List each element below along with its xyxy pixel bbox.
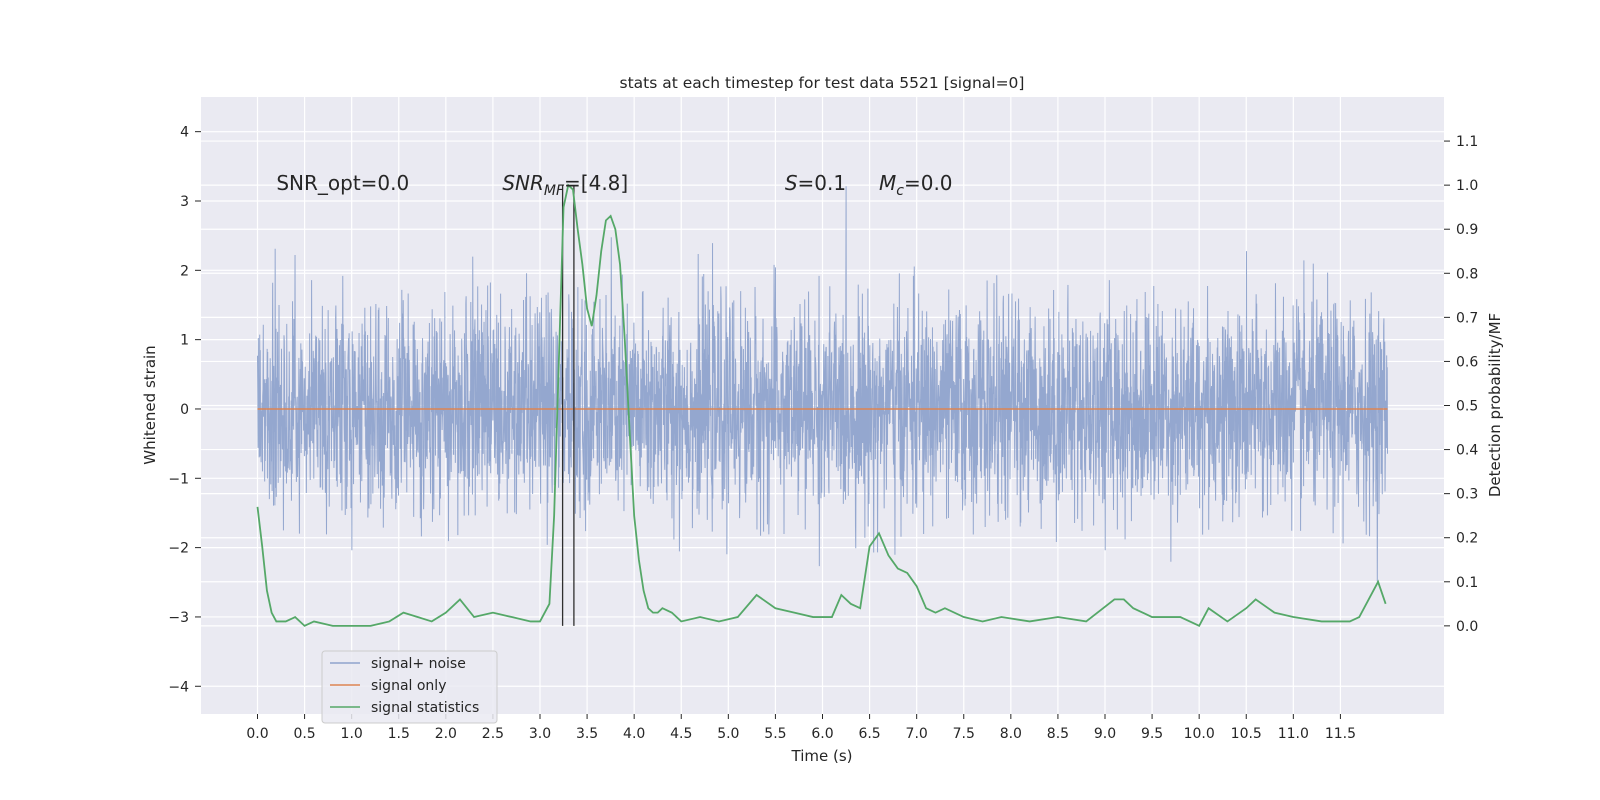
x-tick-label: 0.5 xyxy=(293,726,315,742)
y2-tick-label: 0.1 xyxy=(1456,575,1478,591)
y2-tick-label: 0.4 xyxy=(1456,443,1478,459)
x-tick-label: 1.5 xyxy=(388,726,410,742)
y2-axis-label: Detection probability/MF xyxy=(1486,313,1504,497)
x-tick-label: 8.5 xyxy=(1047,726,1069,742)
x-tick-label: 5.5 xyxy=(764,726,786,742)
annotation-main: SNR xyxy=(502,171,544,195)
x-tick-label: 10.5 xyxy=(1231,726,1262,742)
x-tick-label: 9.5 xyxy=(1141,726,1163,742)
annotation-text: Mc=0.0 xyxy=(879,171,953,199)
x-tick-label: 8.0 xyxy=(1000,726,1022,742)
y2-tick-label: 0.8 xyxy=(1456,266,1478,282)
x-tick-label: 11.5 xyxy=(1325,726,1356,742)
annotation-subscript: MF xyxy=(544,183,565,199)
annotation-main: M xyxy=(879,171,896,195)
y-tick-label: −1 xyxy=(168,471,189,487)
legend-box xyxy=(321,650,498,724)
y2-tick-label: 0.9 xyxy=(1456,222,1478,238)
y-tick-label: −3 xyxy=(168,610,189,626)
y2-tick-label: 1.0 xyxy=(1456,178,1478,194)
y2-tick-label: 0.0 xyxy=(1456,619,1478,635)
y-tick-label: 3 xyxy=(180,194,189,210)
chart-title: stats at each timestep for test data 552… xyxy=(620,74,1025,92)
x-tick-label: 6.0 xyxy=(811,726,833,742)
x-tick-label: 2.5 xyxy=(482,726,504,742)
x-tick-label: 5.0 xyxy=(717,726,739,742)
y-axis-ticks: −4 −3 −2 −1 0 1 2 3 4 xyxy=(168,125,201,695)
annotation-text: S=0.1 xyxy=(785,171,846,195)
y2-tick-label: 0.7 xyxy=(1456,310,1478,326)
x-tick-label: 6.5 xyxy=(858,726,880,742)
x-tick-label: 3.0 xyxy=(529,726,551,742)
y2-tick-label: 0.2 xyxy=(1456,531,1478,547)
x-tick-label: 7.0 xyxy=(906,726,928,742)
legend-label-signal-statistics: signal statistics xyxy=(371,700,479,716)
y2-tick-label: 0.5 xyxy=(1456,399,1478,415)
y-tick-label: 1 xyxy=(180,333,189,349)
y-tick-label: 2 xyxy=(180,263,189,279)
y2-tick-label: 0.6 xyxy=(1456,354,1478,370)
signal-statistics-line xyxy=(256,183,1387,628)
annotation-main: SNR_opt=0.0 xyxy=(276,171,409,195)
annotation-main: S xyxy=(785,171,798,195)
y2-tick-label: 0.3 xyxy=(1456,487,1478,503)
legend-label-signal-only: signal only xyxy=(371,678,446,694)
annotation-subscript: c xyxy=(896,183,904,199)
x-tick-label: 1.0 xyxy=(341,726,363,742)
x-tick-label: 3.5 xyxy=(576,726,598,742)
annotations: SNR_opt=0.0 SNRMF=[4.8] S=0.1 Mc=0.0 xyxy=(276,171,952,199)
y2-axis-ticks: 0.0 0.1 0.2 0.3 0.4 0.5 0.6 0.7 0.8 0.9 1.0 1.1 xyxy=(1444,134,1478,635)
x-tick-label: 9.0 xyxy=(1094,726,1116,742)
annotation-value: =[4.8] xyxy=(564,171,628,195)
annotation-text: SNR_opt=0.0 xyxy=(276,171,409,195)
x-tick-label: 2.0 xyxy=(435,726,457,742)
x-tick-label: 7.5 xyxy=(953,726,975,742)
annotation-value: =0.0 xyxy=(904,171,953,195)
y-tick-label: 0 xyxy=(180,402,189,418)
x-tick-label: 0.0 xyxy=(246,726,268,742)
y-tick-label: −2 xyxy=(168,541,189,557)
x-tick-label: 4.5 xyxy=(670,726,692,742)
x-axis-label: Time (s) xyxy=(791,747,853,765)
legend: signal+ noise signal only signal statist… xyxy=(321,650,498,724)
annotation-value: =0.1 xyxy=(798,171,847,195)
y-tick-label: −4 xyxy=(168,679,189,695)
x-tick-label: 4.0 xyxy=(623,726,645,742)
series-signal-plus-noise xyxy=(257,186,1388,582)
x-tick-label: 11.0 xyxy=(1278,726,1309,742)
annotation-text: SNRMF=[4.8] xyxy=(502,171,628,199)
x-tick-label: 10.0 xyxy=(1184,726,1215,742)
y-tick-label: 4 xyxy=(180,125,189,141)
x-axis-ticks: 0.0 0.5 1.0 1.5 2.0 2.5 3.0 3.5 4.0 4.5 5.0 5.5 6.0 6… xyxy=(246,714,1356,742)
signal-plus-noise-line xyxy=(257,186,1388,582)
series-signal-statistics xyxy=(256,183,1387,628)
y-axis-label: Whitened strain xyxy=(141,345,159,464)
legend-label-signal-plus-noise: signal+ noise xyxy=(371,656,466,672)
y2-tick-label: 1.1 xyxy=(1456,134,1478,150)
